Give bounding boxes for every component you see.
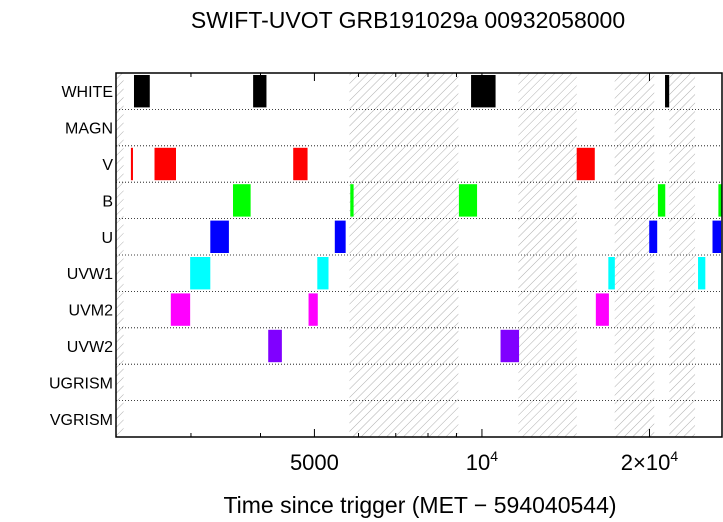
- exposure-bar-u: [712, 220, 722, 253]
- exposure-bar-u: [334, 220, 346, 253]
- exposure-bar-uvw1: [608, 257, 615, 290]
- exposure-bar-uvm2: [170, 293, 191, 326]
- filter-label-b: B: [102, 193, 113, 210]
- filter-label-u: U: [101, 230, 113, 247]
- filter-label-v: V: [102, 157, 113, 174]
- exposure-bar-uvm2: [308, 293, 318, 326]
- filter-label-uvw2: UVW2: [67, 339, 113, 356]
- exposure-bar-uvw2: [268, 329, 282, 363]
- x-tick-label: 5000: [290, 450, 339, 475]
- exposure-bar-b: [233, 184, 251, 217]
- exposure-bar-white: [253, 75, 267, 108]
- filter-label-uvm2: UVM2: [69, 303, 114, 320]
- exposure-bar-v: [154, 147, 177, 181]
- exposure-bar-u: [210, 220, 229, 253]
- x-tick-label: 2×104: [621, 448, 679, 475]
- exposure-bar-uvw1: [698, 257, 706, 290]
- filter-label-uvw1: UVW1: [67, 266, 113, 283]
- exposure-bar-v: [130, 147, 133, 181]
- exposure-bar-white: [133, 75, 150, 108]
- exposure-bar-v: [576, 147, 595, 181]
- exposure-bar-uvw2: [500, 329, 520, 363]
- exposure-bar-b: [458, 184, 478, 217]
- no-data-region: [669, 73, 696, 437]
- filter-label-ugrism: UGRISM: [49, 375, 113, 392]
- x-tick-label: 104: [466, 448, 498, 475]
- x-axis-label: Time since trigger (MET − 594040544): [223, 492, 616, 518]
- filter-label-white: WHITE: [61, 84, 113, 101]
- exposure-bar-v: [293, 147, 308, 181]
- plot-frame: [115, 72, 723, 438]
- exposure-bar-white: [471, 75, 496, 108]
- exposure-bar-white: [665, 75, 670, 108]
- exposure-bar-b: [350, 184, 354, 217]
- exposure-bar-uvm2: [595, 293, 609, 326]
- exposure-bar-b: [657, 184, 666, 217]
- exposure-bar-uvw1: [317, 257, 329, 290]
- chart-title: SWIFT-UVOT GRB191029a 00932058000: [191, 7, 625, 33]
- exposure-bar-uvw1: [190, 257, 211, 290]
- filter-label-magn: MAGN: [65, 121, 113, 138]
- exposure-bar-u: [649, 220, 658, 253]
- filter-label-vgrism: VGRISM: [50, 412, 113, 429]
- exposure-bar-b: [718, 184, 722, 217]
